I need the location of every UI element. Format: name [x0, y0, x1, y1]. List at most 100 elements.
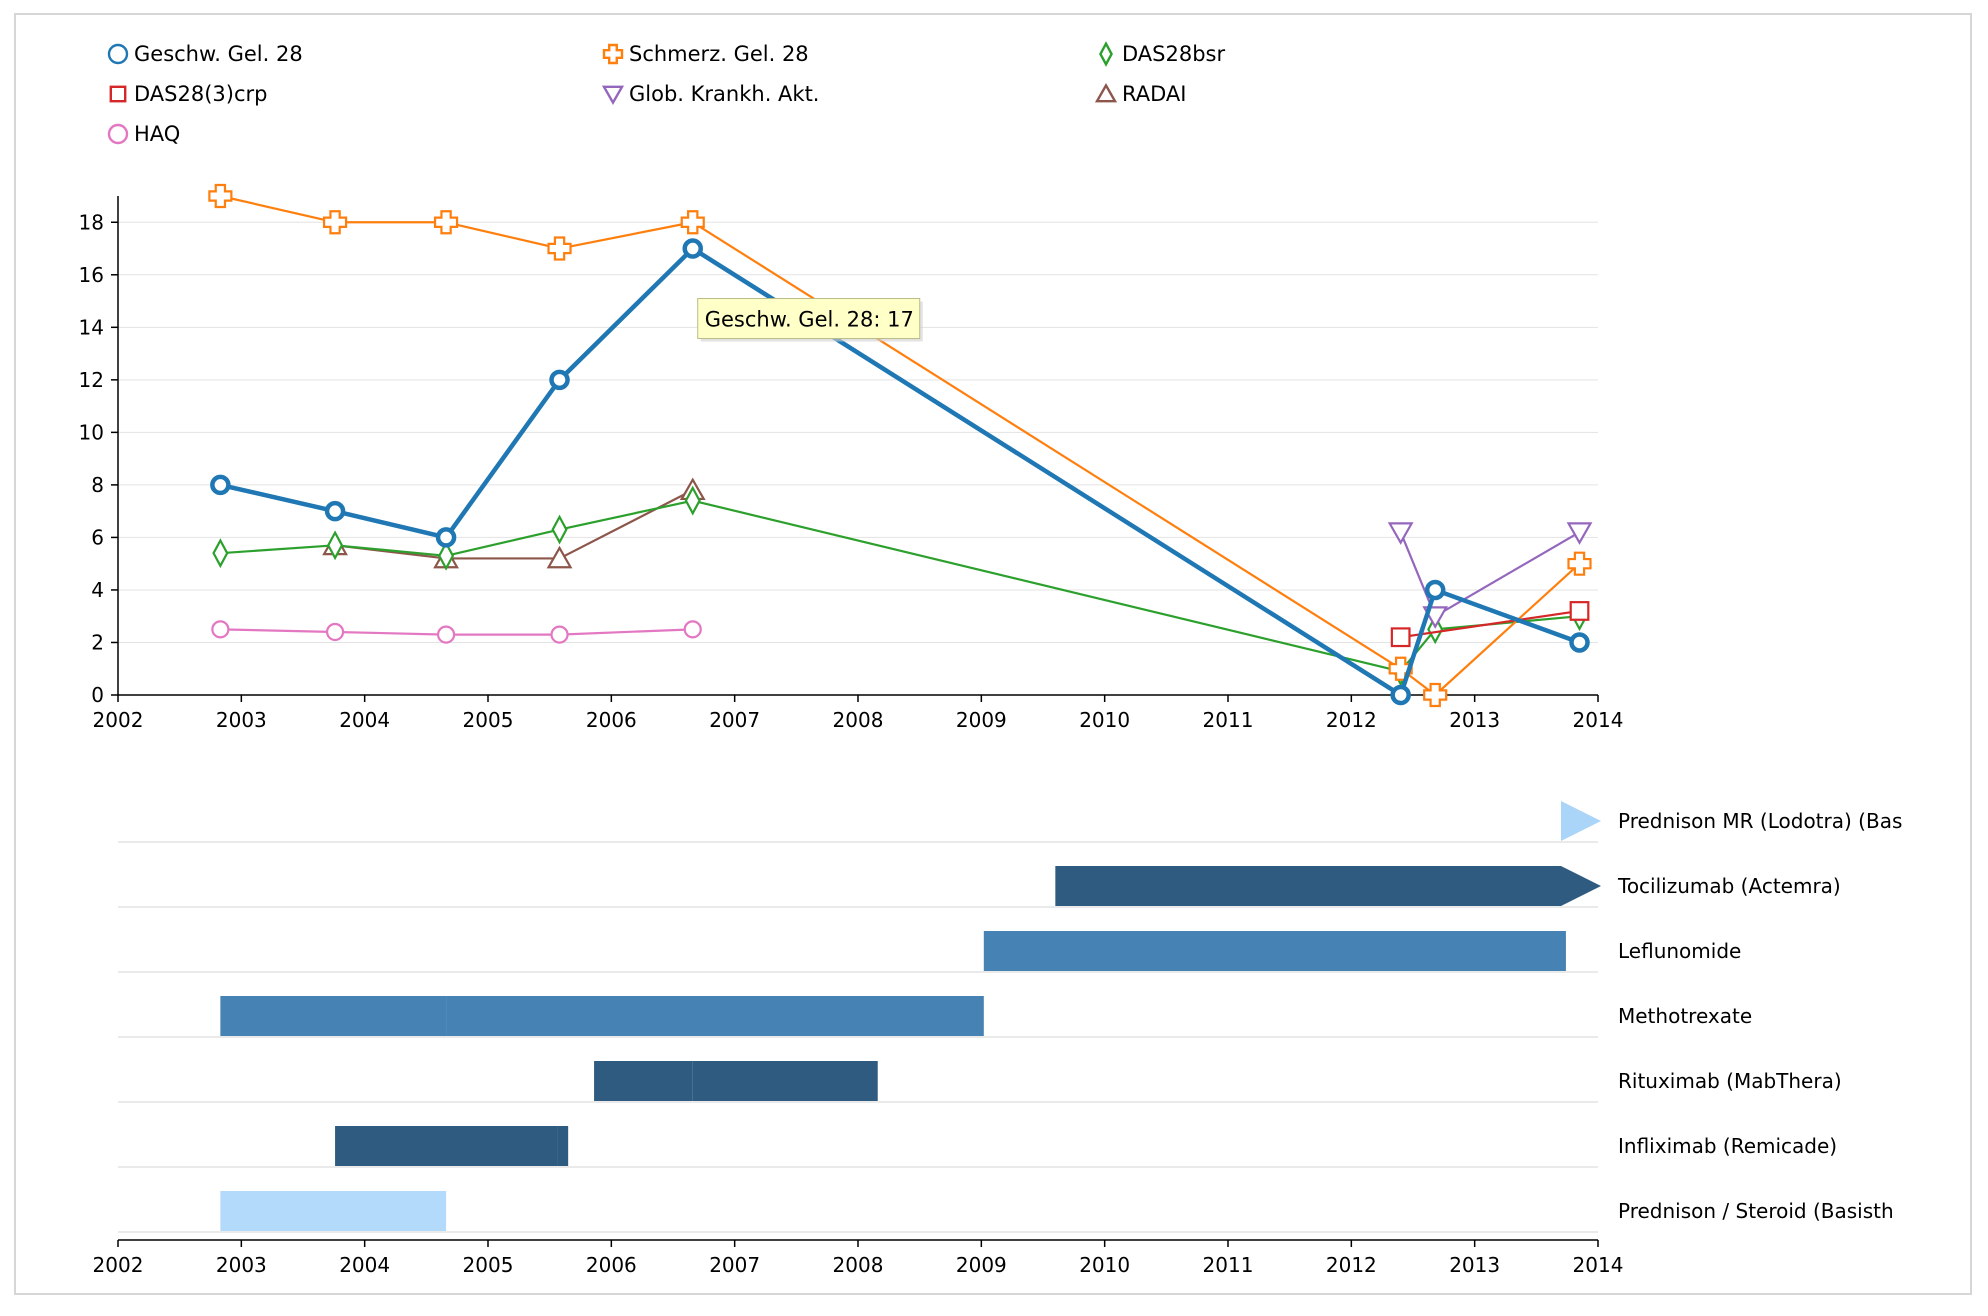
medication-chart: Prednison MR (Lodotra) (Bas Tocilizumab (…: [93, 801, 1902, 1277]
series-line: [220, 499, 1580, 673]
medication-bar: [983, 931, 1566, 971]
legend-label: RADAI: [1122, 82, 1186, 106]
x-tick-label: 2004: [339, 1253, 390, 1277]
data-point: [212, 538, 229, 569]
x-tick-label: 2006: [586, 1253, 637, 1277]
medication-label: Rituximab (MabThera): [1618, 1069, 1842, 1093]
legend-marker: [107, 123, 129, 145]
x-tick-label: 2012: [1326, 708, 1377, 732]
medication-bar: [594, 1061, 693, 1101]
data-point: [1387, 522, 1414, 545]
y-tick-label: 8: [91, 473, 104, 497]
series-line: [1399, 531, 1581, 618]
legend-label: DAS28bsr: [1122, 42, 1225, 66]
legend-item: Schmerz. Gel. 28: [602, 42, 809, 66]
legend-marker: [109, 85, 127, 103]
data-point: [325, 622, 345, 642]
medication-label: Prednison / Steroid (Basisth: [1618, 1199, 1894, 1223]
y-tick-label: 14: [79, 315, 104, 339]
data-point: [1424, 579, 1446, 601]
data-point: [1390, 684, 1411, 706]
legend-label: DAS28(3)crp: [134, 82, 267, 106]
legend-marker: [107, 43, 129, 65]
legend-marker: [601, 85, 625, 105]
data-point: [682, 238, 703, 259]
data-point: [437, 540, 455, 571]
y-tick-label: 6: [91, 525, 104, 549]
x-tick-label: 2002: [93, 1253, 144, 1277]
series-das28-3-crp: [1390, 601, 1590, 648]
y-tick-label: 10: [79, 420, 104, 444]
medication-ongoing-arrow: [1561, 866, 1601, 906]
medication-bar: [335, 1126, 558, 1166]
series-line: [1400, 609, 1580, 639]
x-tick-label: 2003: [216, 708, 267, 732]
series-geschw-gel-28: [210, 238, 1590, 706]
data-point: [551, 514, 568, 545]
x-tick-label: 2005: [463, 1253, 514, 1277]
x-tick-label: 2014: [1573, 1253, 1624, 1277]
x-tick-label: 2005: [463, 708, 514, 732]
legend-item: DAS28(3)crp: [109, 82, 267, 106]
legend-label: Schmerz. Gel. 28: [629, 42, 809, 66]
x-tick-label: 2002: [93, 708, 144, 732]
x-tick-label: 2009: [956, 1253, 1007, 1277]
x-tick-label: 2007: [709, 708, 760, 732]
x-tick-label: 2007: [709, 1253, 760, 1277]
data-point: [550, 625, 569, 644]
y-tick-label: 12: [79, 368, 104, 392]
data-point: [684, 485, 701, 516]
medication-row: Prednison / Steroid (Basisth: [118, 1191, 1894, 1233]
medication-label: Prednison MR (Lodotra) (Bas: [1618, 809, 1902, 833]
x-tick-label: 2011: [1203, 1253, 1254, 1277]
legend-item: Glob. Krankh. Akt.: [601, 82, 819, 106]
legend-item: HAQ: [107, 122, 180, 146]
x-tick-label: 2009: [956, 708, 1007, 732]
x-tick-label: 2003: [216, 1253, 267, 1277]
series-haq: [211, 620, 702, 644]
chart-legend: Geschw. Gel. 28 Schmerz. Gel. 28 DAS28bsr D…: [107, 41, 1225, 146]
legend-marker: [1099, 41, 1113, 67]
medication-bar: [220, 996, 447, 1036]
legend-item: RADAI: [1094, 82, 1186, 106]
x-tick-label: 2012: [1326, 1253, 1377, 1277]
x-tick-label: 2011: [1203, 708, 1254, 732]
x-tick-label: 2013: [1449, 1253, 1500, 1277]
medication-x-axis: 2002 2003 2004 2005 2006 2007 2008 2009 2010 2011…: [93, 1239, 1624, 1277]
medication-bar: [220, 1191, 447, 1231]
data-point: [208, 183, 233, 209]
medication-label: Tocilizumab (Actemra): [1617, 874, 1841, 898]
data-point: [322, 210, 348, 235]
y-tick-label: 18: [79, 210, 104, 234]
y-tick-label: 2: [91, 630, 104, 654]
series-line: [334, 489, 694, 560]
data-point: [436, 625, 456, 644]
medication-start-arrow: [1561, 801, 1601, 841]
series-line: [220, 194, 1581, 697]
data-point: [211, 620, 230, 639]
series-line: [220, 628, 693, 636]
legend-label: Glob. Krankh. Akt.: [629, 82, 819, 106]
data-point: [1569, 601, 1590, 621]
series-line: [219, 246, 1581, 698]
data-point: [546, 545, 573, 569]
medication-row: Leflunomide: [118, 931, 1741, 973]
legend-item: DAS28bsr: [1099, 41, 1225, 67]
medication-label: Leflunomide: [1618, 939, 1741, 963]
x-tick-label: 2013: [1449, 708, 1500, 732]
medication-row: Rituximab (MabThera): [118, 1061, 1842, 1103]
medication-row: Tocilizumab (Actemra): [118, 866, 1841, 908]
line-chart-grid: [118, 221, 1598, 643]
data-point: [1569, 632, 1590, 653]
medication-label: Infliximab (Remicade): [1618, 1134, 1837, 1158]
data-point: [210, 474, 231, 496]
data-point: [683, 620, 702, 639]
series-schmerz-gel-28: [208, 183, 1592, 708]
medication-bar: [692, 1061, 878, 1101]
legend-label: Geschw. Gel. 28: [134, 42, 303, 66]
tooltip-box: [697, 298, 921, 340]
data-point: [1567, 551, 1592, 576]
legend-label: HAQ: [134, 122, 180, 146]
medication-row: Infliximab (Remicade): [118, 1126, 1837, 1168]
